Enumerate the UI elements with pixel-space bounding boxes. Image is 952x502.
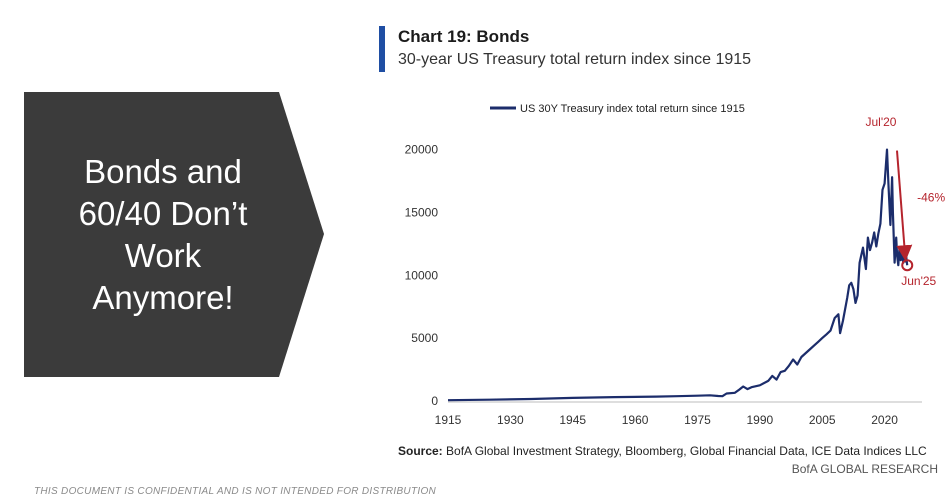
x-tick-label: 1945 <box>559 413 586 427</box>
x-tick-label: 1975 <box>684 413 711 427</box>
y-tick-label: 15000 <box>405 205 439 219</box>
y-tick-label: 20000 <box>405 143 439 157</box>
research-credit: BofA GLOBAL RESEARCH <box>791 462 938 476</box>
callout-headline: Bonds and 60/40 Don’t Work Anymore! <box>78 152 248 316</box>
confidentiality-disclaimer: THIS DOCUMENT IS CONFIDENTIAL AND IS NOT… <box>34 486 437 497</box>
chart-title: Chart 19: Bonds <box>398 27 530 46</box>
y-tick-label: 10000 <box>405 268 439 282</box>
chart-title-accent-bar <box>379 26 385 72</box>
annotation-drawdown-label: -46% <box>917 190 945 204</box>
source-text: BofA Global Investment Strategy, Bloombe… <box>442 444 927 458</box>
x-tick-label: 2005 <box>809 413 836 427</box>
headline-callout: Bonds and 60/40 Don’t Work Anymore! <box>24 92 324 377</box>
source-line: Source: BofA Global Investment Strategy,… <box>398 444 927 458</box>
legend-label: US 30Y Treasury index total return since… <box>520 103 745 115</box>
annotation-end-marker <box>901 259 914 272</box>
x-tick-label: 2020 <box>871 413 898 427</box>
annotation-peak-label: Jul'20 <box>865 115 896 129</box>
callout-arrow-shape <box>24 92 324 377</box>
annotation-end-label: Jun'25 <box>901 274 936 288</box>
y-tick-label: 5000 <box>411 331 438 345</box>
drawdown-arrow <box>895 150 913 262</box>
source-label: Source: <box>398 444 443 458</box>
chart-subtitle: 30-year US Treasury total return index s… <box>398 51 752 68</box>
series-line <box>447 148 909 402</box>
y-tick-label: 0 <box>431 394 438 408</box>
x-tick-label: 1960 <box>622 413 649 427</box>
x-tick-label: 1990 <box>746 413 773 427</box>
x-tick-label: 1915 <box>435 413 462 427</box>
x-tick-label: 1930 <box>497 413 524 427</box>
